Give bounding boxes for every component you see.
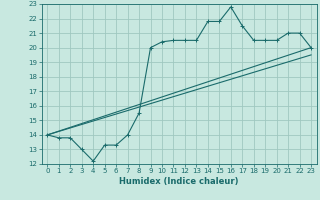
X-axis label: Humidex (Indice chaleur): Humidex (Indice chaleur) [119,177,239,186]
